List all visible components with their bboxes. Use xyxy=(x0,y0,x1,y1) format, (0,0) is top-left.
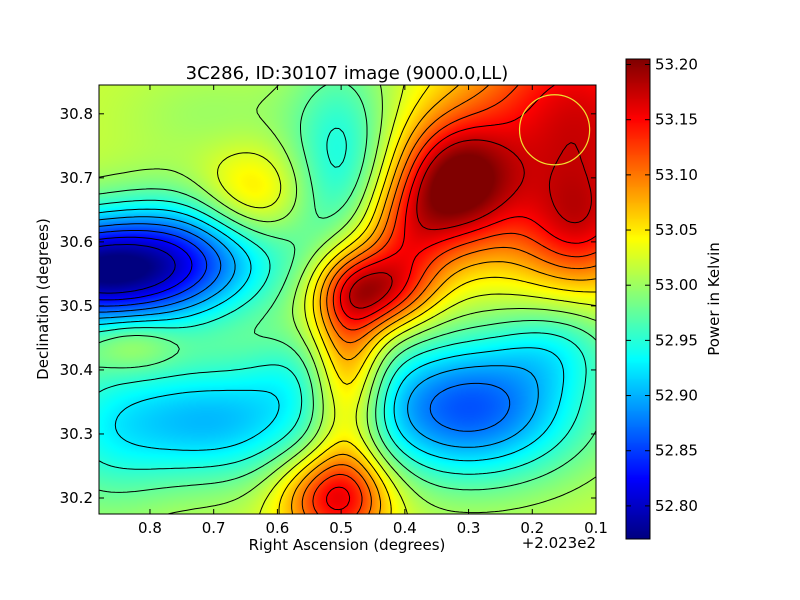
x-tick-label: 0.7 xyxy=(202,519,226,537)
y-axis: 30.2 30.3 30.4 30.5 30.6 30.7 30.8 xyxy=(60,105,596,507)
colorbar-label: Power in Kelvin xyxy=(705,242,723,356)
contour-line xyxy=(326,85,596,511)
colorbar-tick-label: 53.15 xyxy=(655,111,698,129)
colorbar-frame xyxy=(625,58,651,540)
contour-line xyxy=(312,85,596,514)
contour-line xyxy=(349,139,592,309)
contour-line xyxy=(99,216,539,448)
colorbar-tick-label: 53.10 xyxy=(655,166,698,184)
contour-line xyxy=(217,85,596,514)
contour-line xyxy=(291,85,596,514)
colorbar-tick-label: 52.85 xyxy=(655,442,698,460)
x-axis-offset-label: +2.023e2 xyxy=(522,534,596,552)
colorbar-tick-label: 52.90 xyxy=(655,387,698,405)
plot-frame xyxy=(98,84,597,515)
x-tick-label: 0.3 xyxy=(457,519,481,537)
y-tick-label: 30.4 xyxy=(60,361,93,379)
x-tick-label: 0.8 xyxy=(138,519,162,537)
y-tick-label: 30.2 xyxy=(60,489,93,507)
contour-line xyxy=(99,244,176,294)
x-tick-label: 0.5 xyxy=(329,519,353,537)
y-axis-label: Declination (degrees) xyxy=(34,218,52,380)
beam-circle xyxy=(518,94,591,166)
colorbar-tick-label: 53.00 xyxy=(655,276,698,294)
heatmap-image xyxy=(99,85,596,514)
contour-line xyxy=(99,85,596,493)
chart-title: 3C286, ID:30107 image (9000.0,LL) xyxy=(186,63,509,84)
colorbar-tick-label: 53.05 xyxy=(655,221,698,239)
y-tick-label: 30.8 xyxy=(60,105,93,123)
x-tick-label: 0.6 xyxy=(265,519,289,537)
contour-line xyxy=(99,85,596,514)
contour-line xyxy=(301,85,596,514)
contour-line xyxy=(99,208,565,462)
contour-line xyxy=(278,85,596,514)
x-axis-label: Right Ascension (degrees) xyxy=(249,536,446,554)
y-tick-label: 30.6 xyxy=(60,233,93,251)
contour-line xyxy=(99,127,587,475)
colorbar-tick-label: 52.80 xyxy=(655,497,698,515)
x-tick-label: 0.1 xyxy=(584,519,608,537)
colorbar-axis: 52.80 52.85 52.90 52.95 53.00 53.05 53.10 53.15… xyxy=(626,56,698,515)
contour-line xyxy=(99,236,193,301)
x-axis: 0.8 0.7 0.6 0.5 0.4 0.3 0.2 0.1 xyxy=(138,85,608,537)
x-tick-label: 0.4 xyxy=(393,519,417,537)
colorbar-tick-label: 53.20 xyxy=(655,56,698,74)
colorbar-tick-label: 52.95 xyxy=(655,331,698,349)
colorbar-image xyxy=(626,59,650,539)
y-tick-label: 30.7 xyxy=(60,169,93,187)
y-tick-label: 30.5 xyxy=(60,297,93,315)
contour-lines xyxy=(99,85,596,514)
y-tick-label: 30.3 xyxy=(60,425,93,443)
contour-line xyxy=(99,223,511,432)
x-tick-label: 0.2 xyxy=(520,519,544,537)
